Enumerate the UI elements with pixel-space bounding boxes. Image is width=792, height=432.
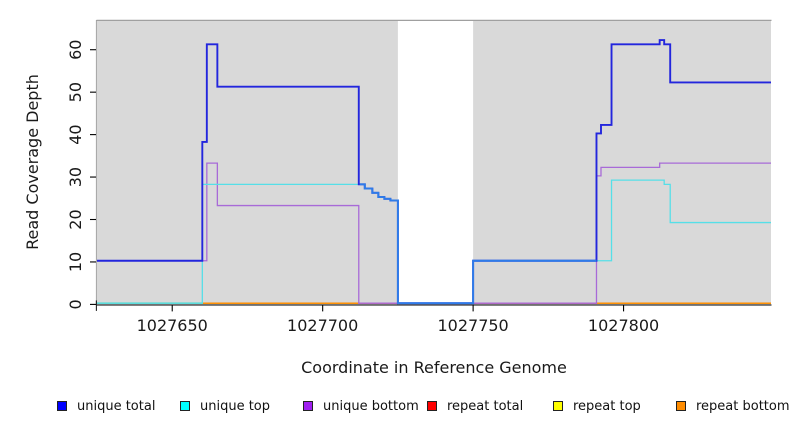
unique-top-swatch-icon (180, 401, 190, 411)
legend-label: unique top (200, 398, 271, 414)
y-tick-label: 0 (66, 299, 85, 309)
legend: unique total unique top unique bottom re… (0, 397, 792, 417)
y-tick-label: 60 (66, 40, 85, 60)
x-tick-label: 1027650 (137, 316, 208, 335)
unique-total-swatch-icon (57, 401, 67, 411)
legend-item-repeat-total: repeat total (427, 397, 523, 415)
y-tick-label: 10 (66, 252, 85, 272)
y-axis-title: Read Coverage Depth (23, 74, 42, 250)
legend-label: unique total (77, 398, 156, 414)
y-tick-label: 50 (66, 82, 85, 102)
legend-label: repeat total (447, 398, 524, 414)
repeat-top-swatch-icon (553, 401, 563, 411)
legend-item-repeat-top: repeat top (553, 397, 641, 415)
series-override (359, 183, 597, 305)
repeat-bottom-swatch-icon (676, 401, 686, 411)
legend-label: repeat bottom (696, 398, 790, 414)
gap-region (397, 20, 474, 305)
y-tick-label: 20 (66, 209, 85, 229)
legend-item-unique-total: unique total (57, 397, 155, 415)
legend-item-unique-bottom: unique bottom (303, 397, 419, 415)
x-tick-label: 1027800 (588, 316, 659, 335)
x-tick-label: 1027700 (287, 316, 358, 335)
y-tick-label: 30 (66, 167, 85, 187)
x-tick-label: 1027750 (437, 316, 508, 335)
legend-label: unique bottom (323, 398, 419, 414)
unique-bottom-swatch-icon (303, 401, 313, 411)
y-tick-label: 40 (66, 124, 85, 144)
x-axis-title: Coordinate in Reference Genome (301, 358, 567, 377)
repeat-total-swatch-icon (427, 401, 437, 411)
legend-item-unique-top: unique top (180, 397, 270, 415)
series-unique-bottom (97, 162, 771, 304)
legend-item-repeat-bottom: repeat bottom (676, 397, 790, 415)
legend-label: repeat top (573, 398, 641, 414)
